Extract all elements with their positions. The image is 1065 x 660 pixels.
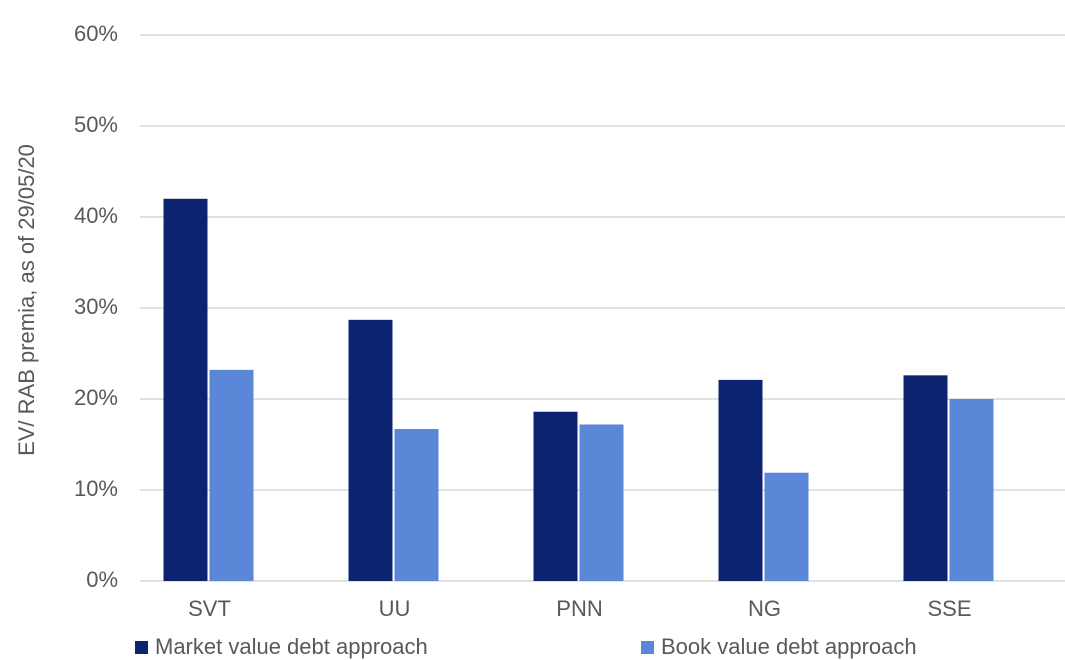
y-tick-label: 10% [74,476,118,501]
y-tick-label: 60% [74,21,118,46]
x-tick-label: UU [379,596,411,621]
x-tick-label: PNN [556,596,602,621]
bar [903,375,948,581]
x-tick-label: SSE [927,596,971,621]
bar [348,319,393,581]
x-tick-label: SVT [188,596,231,621]
bar [764,472,809,581]
bar [718,379,763,581]
y-tick-label: 40% [74,203,118,228]
legend-label: Book value debt approach [661,634,917,659]
y-axis-label: EV/ RAB premia, as of 29/05/20 [14,144,39,456]
legend-marker [641,641,654,654]
bar [394,429,439,581]
bar [533,411,578,581]
y-tick-label: 0% [86,567,118,592]
y-tick-label: 30% [74,294,118,319]
legend-label: Market value debt approach [155,634,428,659]
y-tick-label: 20% [74,385,118,410]
bar [163,198,208,582]
y-tick-label: 50% [74,112,118,137]
bar [579,424,624,581]
x-tick-label: NG [748,596,781,621]
bar [209,369,254,581]
legend-marker [135,641,148,654]
bar [949,399,994,581]
